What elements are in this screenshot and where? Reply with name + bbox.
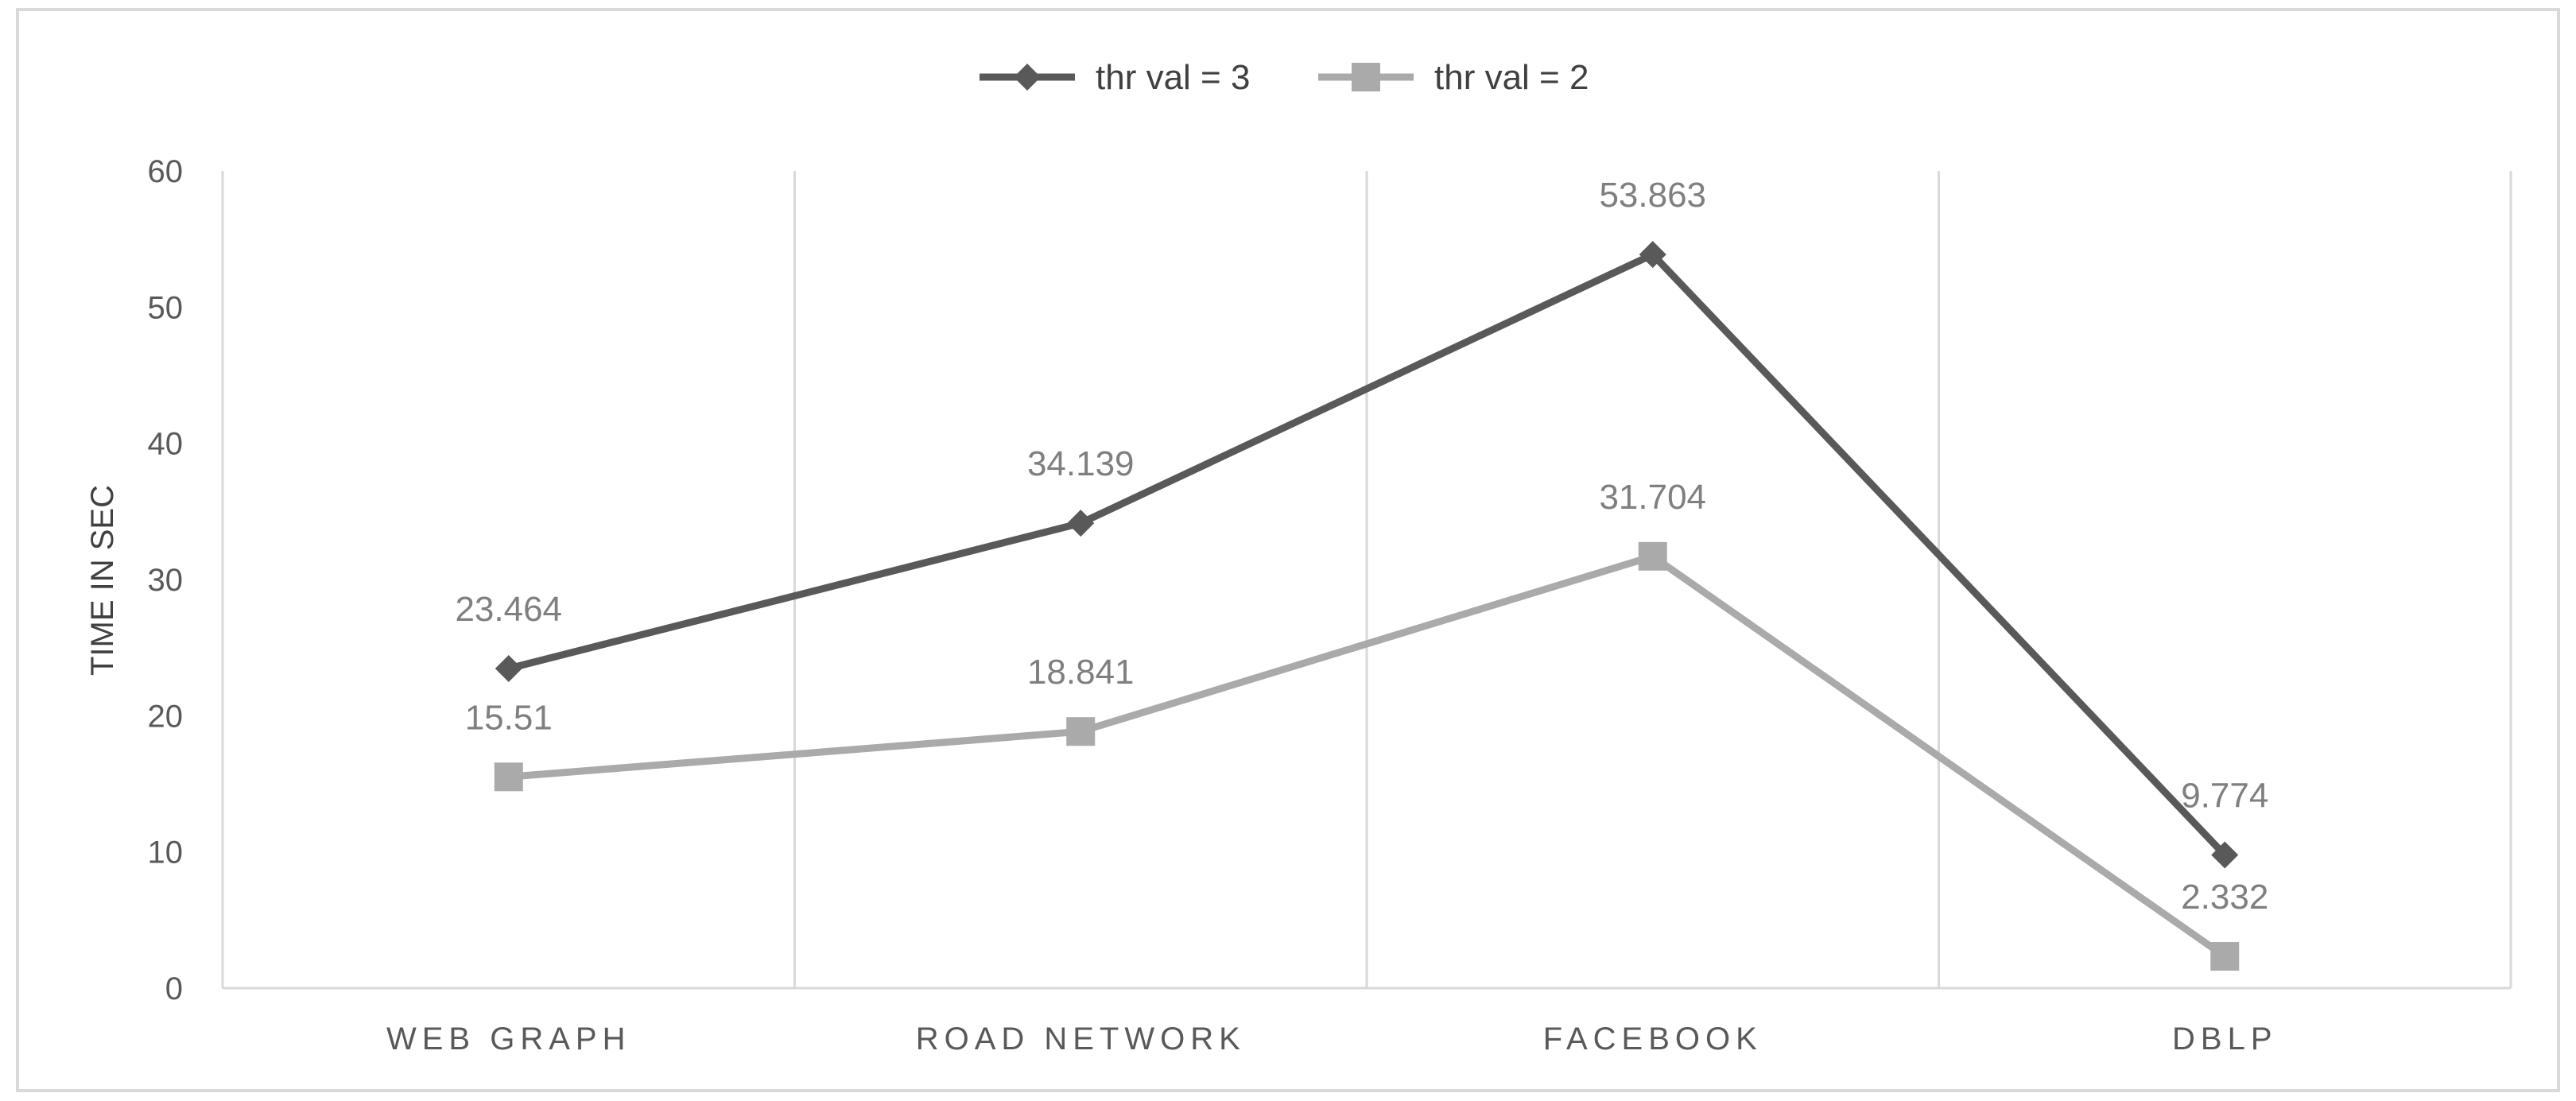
legend-label: thr val = 2 (1434, 58, 1589, 97)
data-point (2210, 942, 2240, 971)
data-label: 15.51 (465, 698, 553, 737)
data-point (1066, 717, 1096, 746)
series-line (507, 250, 2228, 858)
data-label: 34.139 (1027, 444, 1135, 483)
y-axis-title: TIME IN SEC (85, 485, 120, 676)
y-tick-label: 40 (148, 427, 184, 462)
y-tick-label: 0 (165, 971, 183, 1006)
data-point (494, 762, 523, 792)
data-label: 2.332 (2181, 878, 2268, 917)
x-axis: WEB GRAPH ROAD NETWORK FACEBOOK DBLP (386, 1022, 2278, 1056)
data-point (1067, 510, 1095, 537)
data-point (1638, 541, 1667, 571)
legend-marker (1352, 63, 1380, 91)
legend: thr val = 3 thr val = 2 (980, 58, 1589, 97)
y-axis: 0 10 20 30 40 50 60 (148, 154, 184, 1006)
chart-border (16, 8, 2560, 1092)
data-point (495, 654, 522, 682)
series-layer (494, 241, 2240, 971)
legend-item-2: thr val = 2 (1318, 58, 1589, 97)
grid (221, 171, 2512, 990)
y-tick-label: 50 (148, 290, 184, 325)
series-line (508, 552, 2227, 959)
data-point (2211, 841, 2239, 869)
y-tick-label: 20 (148, 699, 184, 734)
data-label: 18.841 (1027, 653, 1135, 692)
x-tick-label: ROAD NETWORK (916, 1022, 1246, 1056)
data-label: 31.704 (1599, 478, 1706, 517)
data-label: 53.863 (1599, 176, 1706, 215)
data-label: 23.464 (455, 590, 562, 629)
data-labels: 23.464 34.139 53.863 9.774 15.51 18.841 31.704… (455, 176, 2268, 917)
y-tick-label: 10 (148, 835, 184, 870)
data-point (1639, 241, 1666, 269)
series-2 (494, 541, 2240, 971)
legend-marker (1014, 64, 1041, 91)
x-tick-label: FACEBOOK (1543, 1022, 1763, 1056)
y-tick-label: 30 (148, 563, 184, 598)
y-tick-label: 60 (148, 154, 184, 189)
legend-item-1: thr val = 3 (980, 58, 1250, 97)
legend-label: thr val = 3 (1096, 58, 1250, 97)
data-label: 9.774 (2181, 777, 2268, 816)
series-1 (495, 241, 2239, 869)
x-tick-label: WEB GRAPH (386, 1022, 630, 1056)
x-tick-label: DBLP (2172, 1022, 2278, 1056)
